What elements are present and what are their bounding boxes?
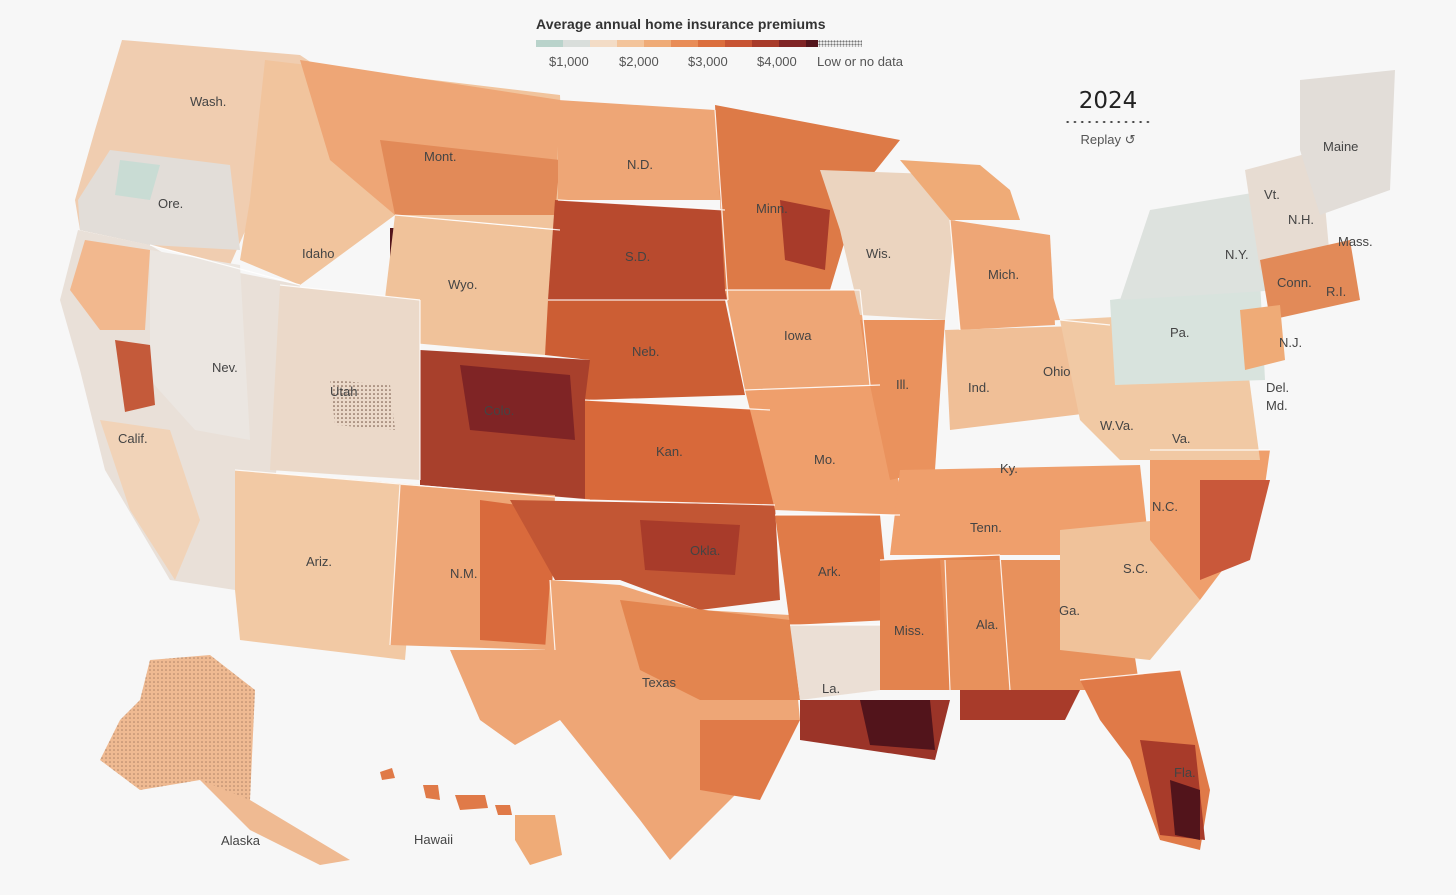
label-wyo: Wyo. [448, 277, 478, 292]
label-ariz: Ariz. [306, 554, 332, 569]
region-great-plains [510, 100, 780, 610]
label-mich: Mich. [988, 267, 1019, 282]
region-michigan-wisconsin [900, 160, 1060, 325]
label-idaho: Idaho [302, 246, 335, 261]
label-tenn: Tenn. [970, 520, 1002, 535]
label-mass: Mass. [1338, 234, 1373, 249]
label-ri: R.I. [1326, 284, 1346, 299]
label-ind: Ind. [968, 380, 990, 395]
label-conn: Conn. [1277, 275, 1312, 290]
label-ore: Ore. [158, 196, 183, 211]
label-pa: Pa. [1170, 325, 1190, 340]
state-borders [149, 109, 1270, 691]
year-timeline-dots[interactable] [1064, 120, 1152, 124]
legend-swatch [725, 40, 752, 47]
label-utah: Utah [330, 384, 357, 399]
legend-swatch [617, 40, 644, 47]
legend-swatch [671, 40, 698, 47]
label-iowa: Iowa [784, 328, 812, 343]
label-miss: Miss. [894, 623, 924, 638]
year-label: 2024 [1078, 88, 1138, 114]
label-hawaii: Hawaii [414, 832, 453, 847]
region-southeast [1060, 450, 1270, 850]
legend-swatch [752, 40, 779, 47]
region-texas [450, 580, 800, 860]
label-va: Va. [1172, 431, 1191, 446]
label-wis: Wis. [866, 246, 891, 261]
legend-no-data-label: Low or no data [817, 54, 904, 69]
label-md: Md. [1266, 398, 1288, 413]
region-northeast [1060, 70, 1395, 460]
label-calif: Calif. [118, 431, 148, 446]
region-utah-colo [270, 285, 590, 500]
legend-title: Average annual home insurance premiums [536, 16, 826, 32]
label-wash: Wash. [190, 94, 226, 109]
legend-no-data-swatch [818, 40, 862, 47]
label-sd: S.D. [625, 249, 650, 264]
label-sc: S.C. [1123, 561, 1148, 576]
label-fla: Fla. [1174, 765, 1196, 780]
legend-tick-3000: $3,000 [688, 54, 728, 69]
label-ark: Ark. [818, 564, 841, 579]
label-nd: N.D. [627, 157, 653, 172]
region-idaho-mont-wyo [240, 60, 565, 355]
label-ill: Ill. [896, 377, 909, 392]
label-wva: W.Va. [1100, 418, 1134, 433]
region-alaska [100, 655, 350, 865]
year-control: 2024 Replay ↺ [1062, 88, 1154, 148]
label-alaska: Alaska [221, 833, 261, 848]
replay-button[interactable]: Replay ↺ [1080, 132, 1136, 147]
label-mo: Mo. [814, 452, 836, 467]
legend-swatch [779, 40, 806, 47]
legend-color-scale [536, 40, 833, 47]
label-ga: Ga. [1059, 603, 1080, 618]
label-nm: N.M. [450, 566, 477, 581]
legend-swatch [536, 40, 563, 47]
state-labels: Wash. Ore. Calif. Nev. Idaho Mont. Wyo. … [118, 94, 1373, 848]
label-vt: Vt. [1264, 187, 1280, 202]
legend-tick-1000: $1,000 [549, 54, 589, 69]
legend-tick-2000: $2,000 [619, 54, 659, 69]
label-minn: Minn. [756, 201, 788, 216]
legend-swatch [698, 40, 725, 47]
label-ky: Ky. [1000, 461, 1018, 476]
label-kan: Kan. [656, 444, 683, 459]
label-texas: Texas [642, 675, 676, 690]
legend-swatch [590, 40, 617, 47]
legend: Average annual home insurance premiums $… [536, 16, 916, 69]
label-ohio: Ohio [1043, 364, 1070, 379]
region-south-central [775, 465, 1150, 760]
label-nev: Nev. [212, 360, 238, 375]
label-ny: N.Y. [1225, 247, 1249, 262]
label-mont: Mont. [424, 149, 457, 164]
label-nh: N.H. [1288, 212, 1314, 227]
label-del: Del. [1266, 380, 1289, 395]
label-ala: Ala. [976, 617, 998, 632]
label-neb: Neb. [632, 344, 659, 359]
region-hawaii [380, 768, 562, 865]
legend-swatch [644, 40, 671, 47]
region-southwest [235, 470, 555, 660]
legend-tick-4000: $4,000 [757, 54, 797, 69]
legend-swatch [563, 40, 590, 47]
label-nc: N.C. [1152, 499, 1178, 514]
label-nj: N.J. [1279, 335, 1302, 350]
label-okla: Okla. [690, 543, 720, 558]
label-colo: Colo. [484, 403, 514, 418]
label-maine: Maine [1323, 139, 1358, 154]
label-la: La. [822, 681, 840, 696]
